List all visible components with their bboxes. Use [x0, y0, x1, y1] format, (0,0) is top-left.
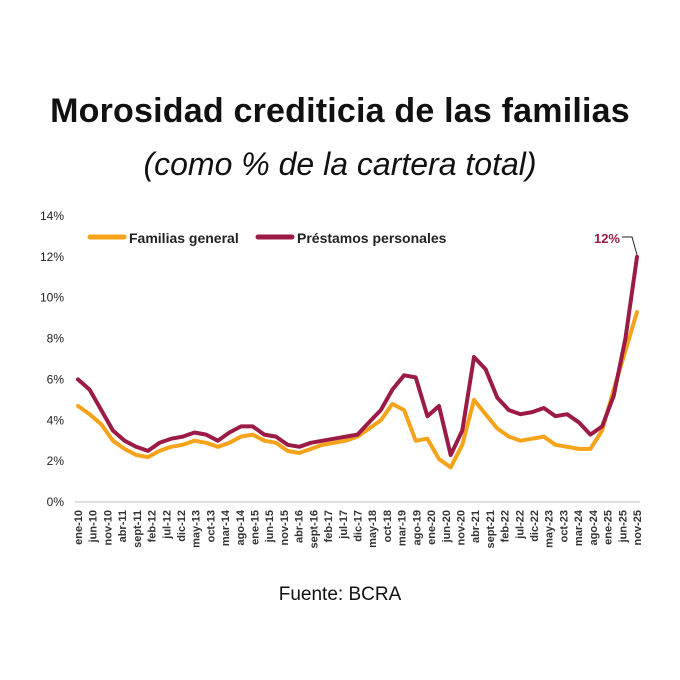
- x-tick-label: ago-14: [235, 509, 247, 545]
- x-tick-label: may-23: [544, 510, 556, 548]
- x-tick-label: jul-17: [338, 510, 350, 540]
- x-tick-label: mar-14: [220, 509, 232, 546]
- x-tick-label: feb-12: [147, 510, 159, 542]
- legend-label-familias: Familias general: [129, 230, 239, 246]
- series-line-personales: [76, 254, 639, 457]
- x-tick-label: jul-22: [514, 510, 526, 540]
- x-tick-label: ene-15: [250, 510, 262, 545]
- legend: Familias general Préstamos personales: [87, 230, 447, 246]
- y-tick-label: 6%: [47, 372, 65, 386]
- y-axis-ticks: 0% 2% 4% 6% 8% 10% 12% 14%: [40, 209, 64, 509]
- x-tick-label: sept-16: [308, 510, 320, 549]
- x-tick-label: oct-13: [205, 510, 217, 542]
- x-tick-label: nov-20: [455, 510, 467, 545]
- x-tick-label: feb-17: [323, 510, 335, 542]
- x-tick-label: ago-19: [411, 510, 423, 545]
- legend-label-personales: Préstamos personales: [297, 230, 447, 246]
- x-tick-label: jun-10: [88, 510, 100, 543]
- x-tick-label: ago-24: [588, 509, 600, 545]
- chart-title: Morosidad crediticia de las familias: [50, 92, 630, 130]
- y-tick-label: 2%: [47, 454, 65, 468]
- chart-subtitle: (como % de la cartera total): [143, 146, 537, 182]
- x-tick-label: may-18: [367, 510, 379, 548]
- x-tick-label: sept-11: [132, 510, 144, 548]
- x-tick-label: jun-15: [264, 510, 276, 543]
- x-tick-label: abr-11: [117, 510, 129, 542]
- y-tick-label: 14%: [40, 209, 64, 223]
- x-tick-label: mar-19: [397, 510, 409, 546]
- x-tick-label: nov-25: [632, 510, 644, 545]
- series-lines: [76, 254, 639, 470]
- y-tick-label: 12%: [40, 250, 64, 264]
- y-tick-label: 10%: [40, 291, 64, 305]
- x-tick-label: jul-12: [161, 510, 173, 540]
- x-tick-label: mar-24: [573, 509, 585, 546]
- annotation-label: 12%: [594, 231, 620, 246]
- x-tick-label: may-13: [191, 510, 203, 548]
- y-tick-label: 4%: [47, 413, 65, 427]
- source-note: Fuente: BCRA: [278, 584, 402, 605]
- annotation: 12%: [594, 231, 638, 256]
- x-tick-label: dic-22: [529, 510, 541, 542]
- x-tick-label: nov-10: [102, 510, 114, 545]
- x-tick-label: ene-20: [426, 510, 438, 545]
- x-tick-label: ene-10: [73, 510, 85, 545]
- x-tick-label: jun-20: [441, 510, 453, 543]
- x-tick-label: jun-25: [617, 510, 629, 543]
- x-tick-label: feb-22: [500, 510, 512, 542]
- x-tick-label: oct-23: [558, 510, 570, 542]
- line-chart: 0%2%4%6%8%10%12%14% ene-10 jun-10 nov-10 ab…: [40, 209, 644, 549]
- x-tick-label: abr-21: [470, 510, 482, 543]
- x-tick-label: dic-12: [176, 510, 188, 542]
- x-axis-ticks: ene-10 jun-10 nov-10 abr-11 sept-11 feb-12 jul…: [73, 509, 644, 548]
- x-tick-label: sept-21: [485, 510, 497, 549]
- x-tick-label: nov-15: [279, 510, 291, 545]
- x-tick-label: oct-18: [382, 510, 394, 542]
- x-tick-label: ene-25: [603, 510, 615, 545]
- annotation-leader: [622, 236, 638, 256]
- x-tick-label: abr-16: [294, 510, 306, 543]
- y-tick-label: 8%: [47, 332, 65, 346]
- x-tick-label: dic-17: [353, 510, 365, 542]
- y-tick-label: 0%: [47, 495, 65, 509]
